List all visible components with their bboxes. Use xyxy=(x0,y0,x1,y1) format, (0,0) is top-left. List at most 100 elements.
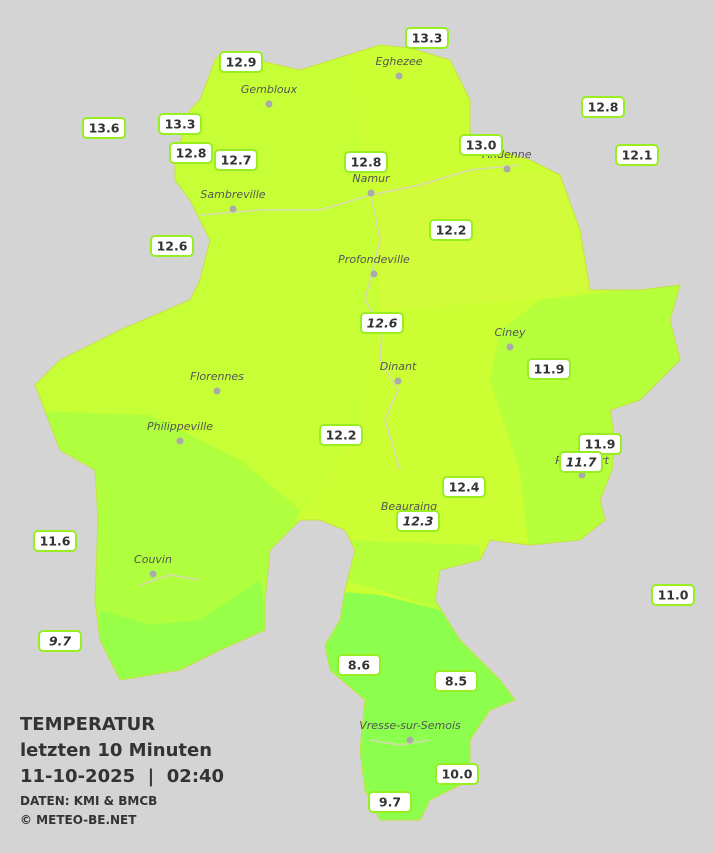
station-value: 12.8 xyxy=(588,100,619,115)
city-dot xyxy=(370,270,378,278)
station: 11.7 xyxy=(559,451,603,473)
station-box xyxy=(360,312,404,334)
river-south xyxy=(139,574,431,746)
station: 13.6 xyxy=(82,117,126,139)
station: 12.8 xyxy=(344,151,388,173)
station-box xyxy=(219,51,263,73)
station-box xyxy=(615,144,659,166)
city-dot xyxy=(149,570,157,578)
station: 12.2 xyxy=(319,424,363,446)
station-value: 12.6 xyxy=(367,316,398,331)
station-box xyxy=(150,235,194,257)
station: 12.9 xyxy=(219,51,263,73)
station-value: 13.3 xyxy=(165,117,196,132)
station: 13.3 xyxy=(405,27,449,49)
copyright: © METEO-BE.NET xyxy=(20,813,137,827)
city-name: Couvin xyxy=(134,553,172,566)
city-dot xyxy=(395,72,403,80)
station-box xyxy=(581,96,625,118)
station-box xyxy=(82,117,126,139)
station-value: 11.9 xyxy=(585,437,616,452)
station: 11.9 xyxy=(527,358,571,380)
station: 10.0 xyxy=(435,763,479,785)
station-value: 12.6 xyxy=(157,239,188,254)
station-value: 12.8 xyxy=(351,155,382,170)
title-line: letzten 10 Minuten xyxy=(20,740,212,761)
station-box xyxy=(38,630,82,652)
station: 12.3 xyxy=(396,510,440,532)
station-value: 10.0 xyxy=(442,767,473,782)
station-value: 11.0 xyxy=(658,588,689,603)
station: 12.6 xyxy=(150,235,194,257)
city-dot xyxy=(229,205,237,213)
city-name: Beauraing xyxy=(381,500,437,513)
station-value: 13.3 xyxy=(412,31,443,46)
station-value: 9.7 xyxy=(49,634,71,649)
station: 12.1 xyxy=(615,144,659,166)
city-name: Sambreville xyxy=(200,188,265,201)
station-box xyxy=(396,510,440,532)
station-box xyxy=(527,358,571,380)
station-value: 13.0 xyxy=(466,138,497,153)
station-value: 12.3 xyxy=(403,514,434,529)
city-name: Philippeville xyxy=(147,420,213,433)
station: 13.3 xyxy=(158,113,202,135)
city-name: Vresse-sur-Semois xyxy=(359,719,461,732)
station-box xyxy=(559,451,603,473)
station: 12.6 xyxy=(360,312,404,334)
station-value: 11.7 xyxy=(566,455,597,470)
station: 8.5 xyxy=(434,670,478,692)
station: 12.7 xyxy=(214,149,258,171)
city-name: Ciney xyxy=(495,326,526,339)
city-name: Eghezee xyxy=(376,55,423,68)
station-box xyxy=(368,791,412,813)
station-box xyxy=(405,27,449,49)
station: 9.7 xyxy=(368,791,412,813)
station-box xyxy=(33,530,77,552)
station-box xyxy=(651,584,695,606)
city-dot xyxy=(578,471,586,479)
zone-north xyxy=(380,170,590,310)
station-box xyxy=(337,654,381,676)
city-dot xyxy=(213,387,221,395)
city-dot xyxy=(406,736,414,744)
station: 11.6 xyxy=(33,530,77,552)
station-value: 12.2 xyxy=(326,428,357,443)
city-name: Florennes xyxy=(190,370,244,383)
station-value: 11.9 xyxy=(534,362,565,377)
source: DATEN: KMI & BMCB xyxy=(20,794,157,808)
station-value: 12.8 xyxy=(176,146,207,161)
city-name: Profondeville xyxy=(338,253,410,266)
station: 9.7 xyxy=(38,630,82,652)
station-value: 12.2 xyxy=(436,223,467,238)
station-value: 12.9 xyxy=(226,55,257,70)
station: 8.6 xyxy=(337,654,381,676)
city-dot xyxy=(176,437,184,445)
city-dot xyxy=(265,100,273,108)
city-name: Gembloux xyxy=(241,83,298,96)
station-box xyxy=(442,476,486,498)
station-box xyxy=(429,219,473,241)
station-value: 11.6 xyxy=(40,534,71,549)
city-dot xyxy=(367,189,375,197)
title-line: 11-10-2025 | 02:40 xyxy=(20,766,224,787)
station: 12.2 xyxy=(429,219,473,241)
city-dot xyxy=(506,343,514,351)
station: 12.8 xyxy=(169,142,213,164)
station-value: 8.5 xyxy=(445,674,467,689)
legend-title: TEMPERATUR letzten 10 Minuten 11-10-2025… xyxy=(20,714,224,827)
station-value: 12.1 xyxy=(622,148,653,163)
station-value: 8.6 xyxy=(348,658,370,673)
station-box xyxy=(434,670,478,692)
station: 11.0 xyxy=(651,584,695,606)
station: 12.4 xyxy=(442,476,486,498)
station-box xyxy=(459,134,503,156)
station-value: 12.7 xyxy=(221,153,252,168)
station-box xyxy=(435,763,479,785)
station-value: 9.7 xyxy=(379,795,401,810)
station-box xyxy=(169,142,213,164)
city-name: Namur xyxy=(352,172,391,185)
city-dot xyxy=(503,165,511,173)
city-dot xyxy=(394,377,402,385)
